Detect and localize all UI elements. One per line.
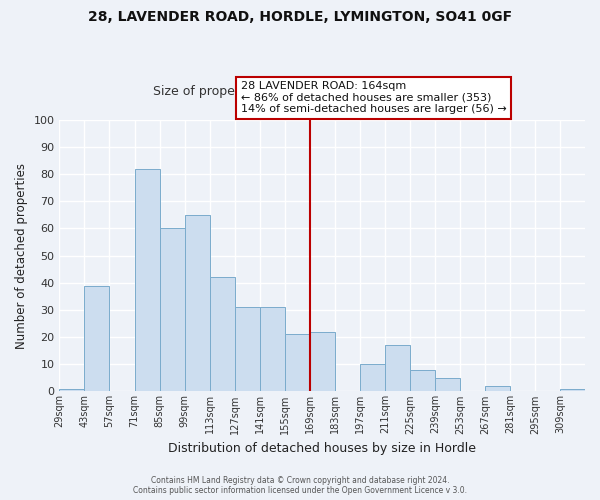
Bar <box>59 388 85 392</box>
Bar <box>85 286 109 392</box>
Bar <box>260 307 284 392</box>
Bar <box>410 370 435 392</box>
Text: 28 LAVENDER ROAD: 164sqm
← 86% of detached houses are smaller (353)
14% of semi-: 28 LAVENDER ROAD: 164sqm ← 86% of detach… <box>241 82 506 114</box>
Bar <box>360 364 385 392</box>
Y-axis label: Number of detached properties: Number of detached properties <box>15 162 28 348</box>
Bar <box>560 388 585 392</box>
Bar <box>160 228 185 392</box>
Bar <box>185 215 209 392</box>
Text: Contains HM Land Registry data © Crown copyright and database right 2024.
Contai: Contains HM Land Registry data © Crown c… <box>133 476 467 495</box>
Title: Size of property relative to detached houses in Hordle: Size of property relative to detached ho… <box>153 85 491 98</box>
Bar <box>235 307 260 392</box>
Bar <box>485 386 510 392</box>
Bar <box>284 334 310 392</box>
Bar <box>209 278 235 392</box>
Text: 28, LAVENDER ROAD, HORDLE, LYMINGTON, SO41 0GF: 28, LAVENDER ROAD, HORDLE, LYMINGTON, SO… <box>88 10 512 24</box>
Bar <box>435 378 460 392</box>
X-axis label: Distribution of detached houses by size in Hordle: Distribution of detached houses by size … <box>168 442 476 455</box>
Bar <box>310 332 335 392</box>
Bar <box>134 169 160 392</box>
Bar <box>385 345 410 392</box>
